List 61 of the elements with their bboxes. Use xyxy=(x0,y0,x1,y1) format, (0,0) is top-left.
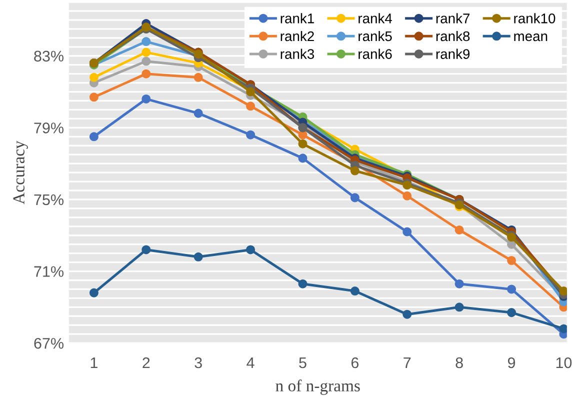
legend-label: rank9 xyxy=(436,48,470,59)
point xyxy=(298,130,308,140)
point xyxy=(246,245,256,254)
x-tick-label: 6 xyxy=(351,357,359,368)
y-axis-title: Accuracy xyxy=(13,140,28,204)
point xyxy=(507,308,516,318)
y-tick-label: 83% xyxy=(34,50,64,62)
y-tick-label: 71% xyxy=(34,266,64,277)
legend-label: rank4 xyxy=(358,13,392,24)
point xyxy=(142,69,151,78)
point xyxy=(350,193,360,202)
point xyxy=(454,279,464,288)
point xyxy=(454,225,464,235)
point xyxy=(298,279,308,288)
x-tick-label: 3 xyxy=(194,357,202,368)
x-tick-label: 5 xyxy=(299,358,306,368)
point xyxy=(89,72,98,82)
point xyxy=(142,94,151,104)
x-tick-label: 7 xyxy=(404,358,411,368)
point xyxy=(142,245,151,254)
point xyxy=(402,310,412,319)
point xyxy=(402,191,412,200)
point xyxy=(507,256,516,266)
y-tick-label: 79% xyxy=(34,122,64,134)
point xyxy=(194,108,203,118)
legend-label: rank5 xyxy=(358,30,392,42)
legend-label: rank8 xyxy=(436,30,470,42)
legend-label: rank1 xyxy=(280,13,314,24)
y-tick-label: 67% xyxy=(34,338,64,349)
x-tick-label: 4 xyxy=(246,358,254,368)
legend-label: rank7 xyxy=(436,13,470,24)
legend-label: rank10 xyxy=(514,13,556,24)
legend-label: mean xyxy=(514,34,548,42)
point xyxy=(194,252,203,262)
point xyxy=(89,288,98,298)
x-tick-label: 8 xyxy=(456,357,463,368)
point xyxy=(194,72,203,82)
legend-label: rank6 xyxy=(358,48,392,59)
point xyxy=(507,284,516,294)
point xyxy=(142,56,151,66)
point xyxy=(454,302,464,312)
x-tick-label: 2 xyxy=(142,357,150,368)
x-tick-label: 1 xyxy=(90,358,98,368)
point xyxy=(246,102,256,111)
x-tick-label: 10 xyxy=(556,357,572,368)
point xyxy=(350,286,360,296)
point xyxy=(246,130,256,140)
x-tick-label: 9 xyxy=(508,357,516,368)
point xyxy=(89,132,98,142)
legend-label: rank2 xyxy=(280,30,314,42)
point xyxy=(142,48,151,57)
legend-label: rank3 xyxy=(280,48,314,59)
y-tick-label: 75% xyxy=(34,194,64,206)
x-axis-title: n of n-grams xyxy=(276,380,360,395)
point xyxy=(298,139,308,148)
point xyxy=(298,154,308,163)
point xyxy=(402,227,412,236)
point xyxy=(89,92,98,102)
point xyxy=(142,37,151,46)
point xyxy=(559,324,567,334)
point xyxy=(350,166,360,176)
